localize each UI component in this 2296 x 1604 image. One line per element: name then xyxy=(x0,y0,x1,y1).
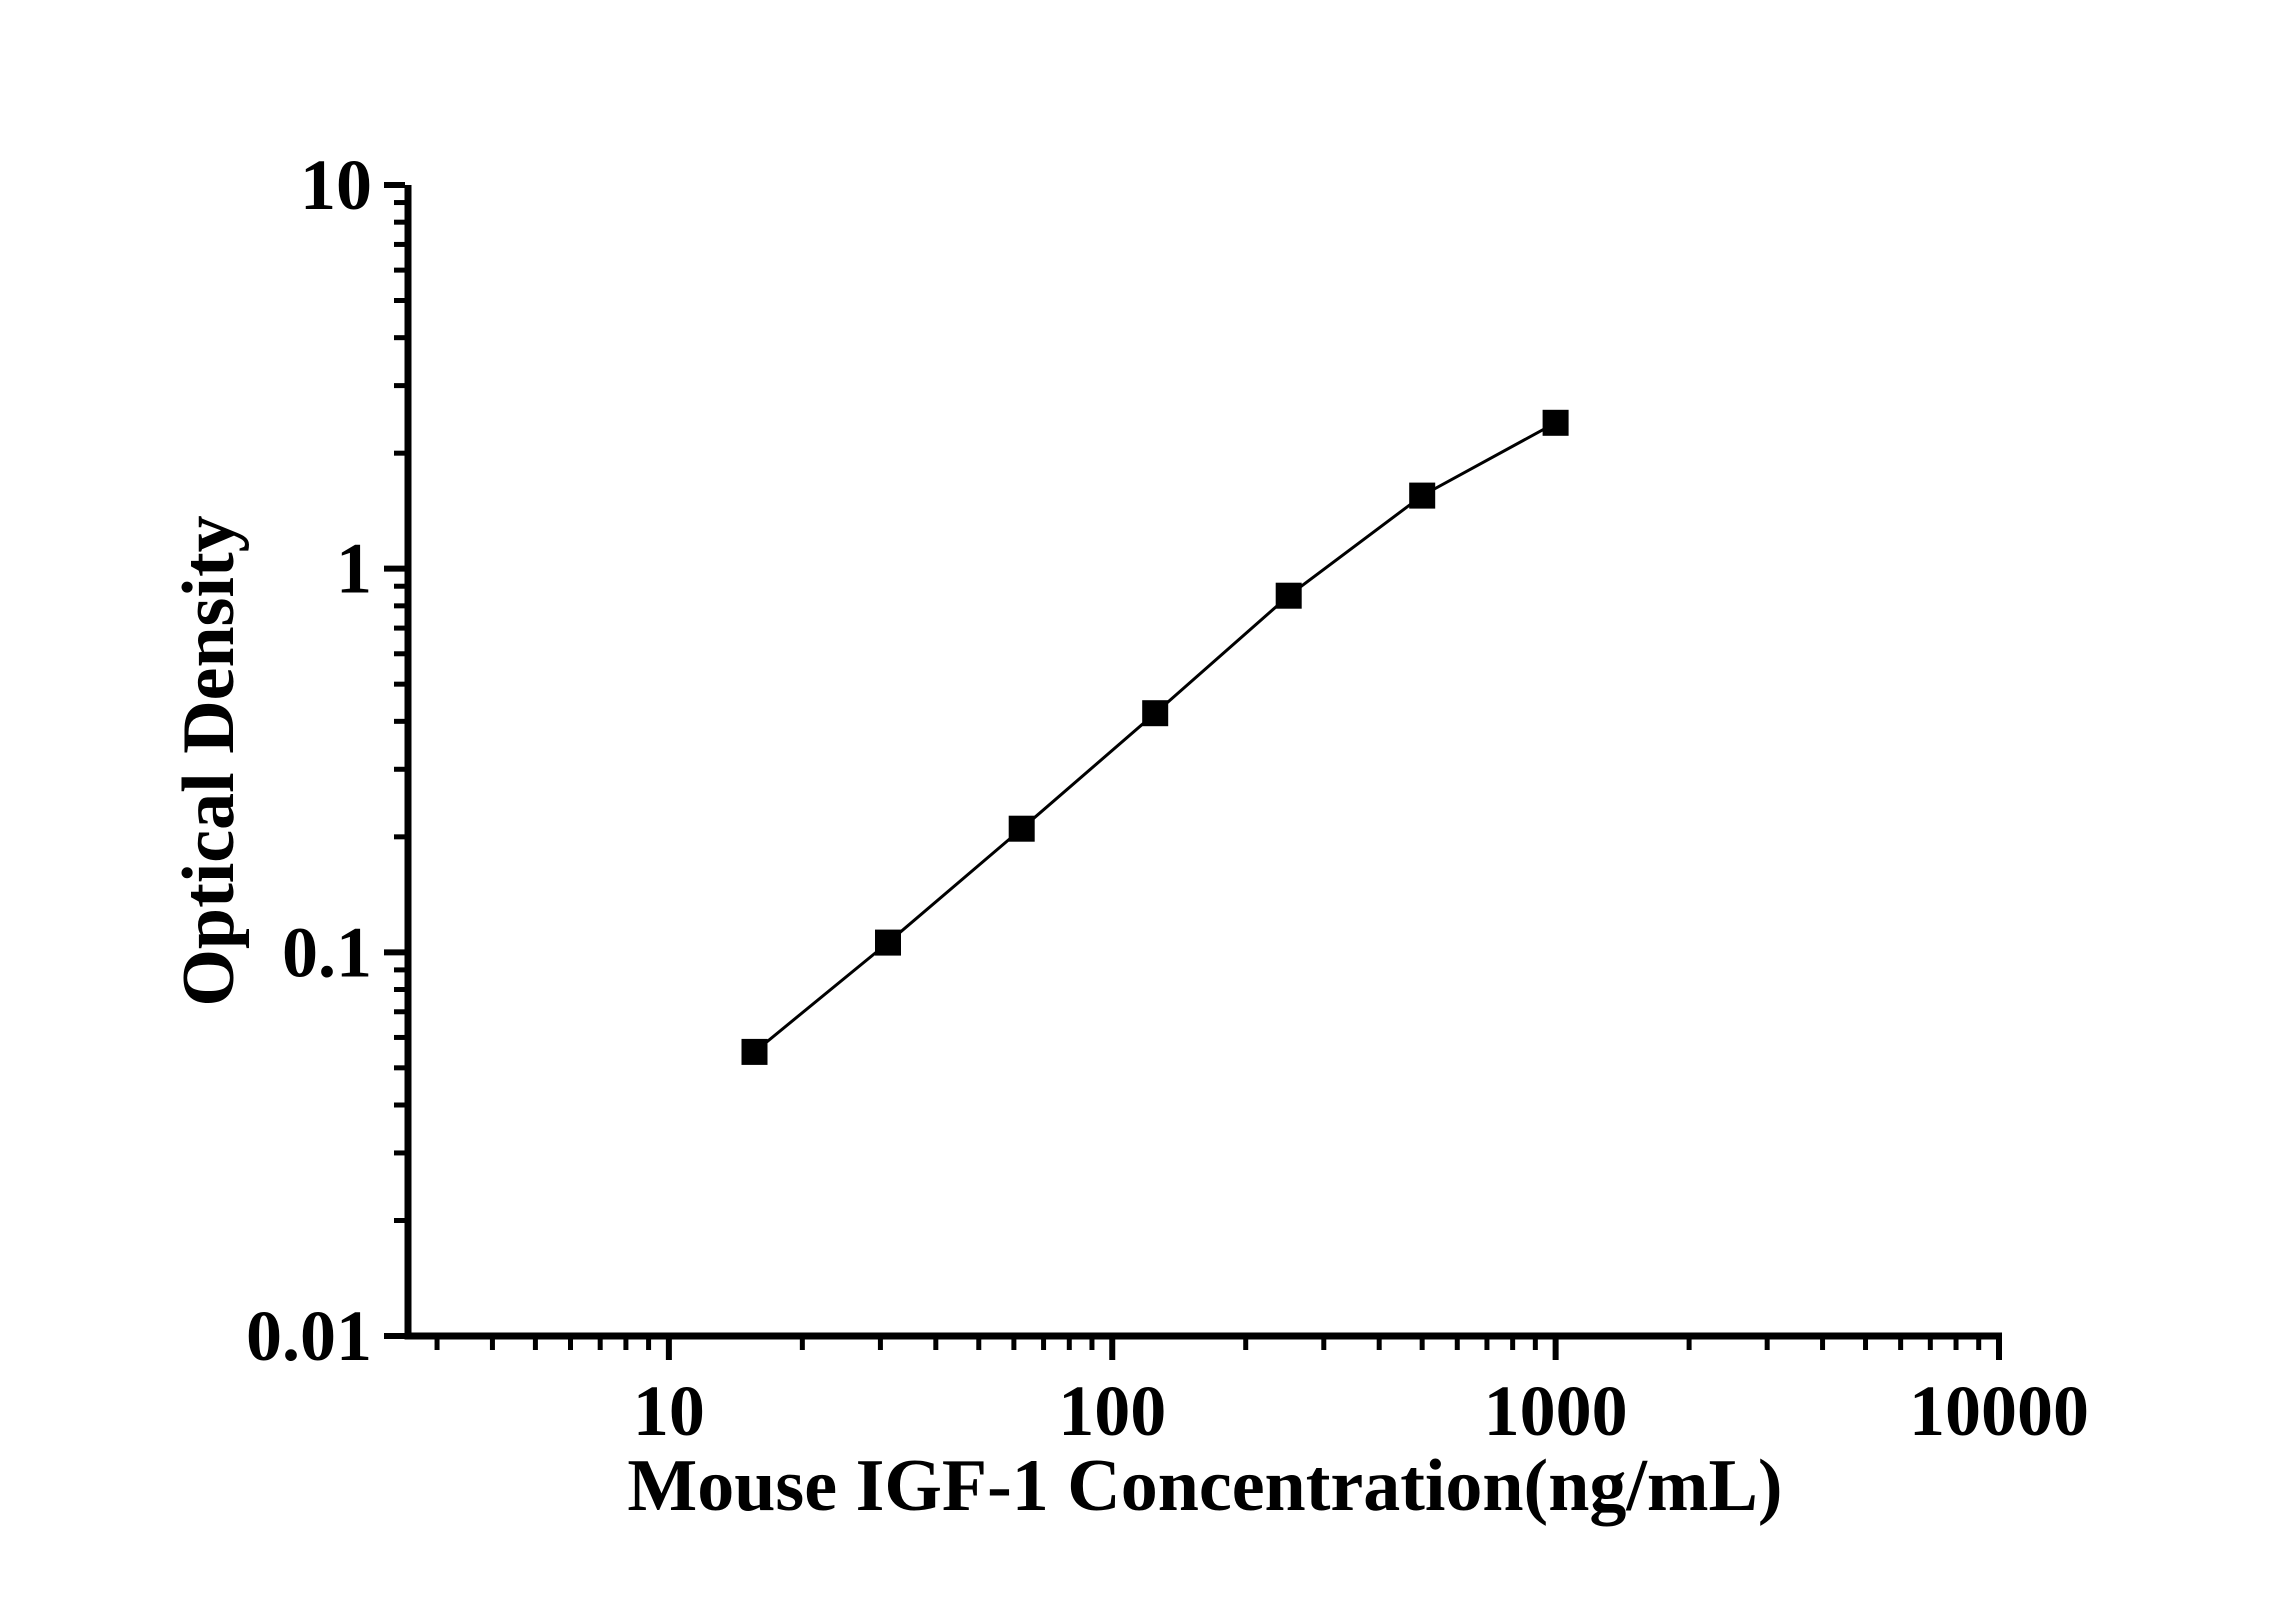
x-tick-label: 1000 xyxy=(1484,1371,1628,1451)
y-tick-label: 0.01 xyxy=(246,1296,372,1376)
axes-group xyxy=(404,185,2002,1340)
data-point-marker xyxy=(875,929,901,956)
y-tick-label: 0.1 xyxy=(282,912,372,992)
data-point-marker xyxy=(1275,582,1302,609)
data-point-marker xyxy=(741,1038,768,1065)
data-point-marker xyxy=(1409,482,1436,509)
x-tick-label: 10000 xyxy=(1909,1371,2089,1451)
data-point-marker xyxy=(1008,815,1035,842)
data-series-group xyxy=(741,409,1569,1065)
x-tick-label: 100 xyxy=(1058,1371,1166,1451)
y-tick-label: 10 xyxy=(300,145,372,225)
x-axis-title: Mouse IGF-1 Concentration(ng/mL) xyxy=(627,1445,1782,1527)
x-tick-label: 10 xyxy=(633,1371,705,1451)
data-point-marker xyxy=(1142,700,1169,727)
axis-ticks-group xyxy=(384,182,2002,1360)
curve-line xyxy=(753,421,1557,1054)
tick-labels-group: 10 100 1000 10000 10 1 0.1 0.01 xyxy=(246,145,2089,1451)
y-tick-label: 1 xyxy=(336,529,372,609)
data-point-marker xyxy=(1542,409,1569,436)
y-axis-title: Optical Density xyxy=(168,515,250,1006)
